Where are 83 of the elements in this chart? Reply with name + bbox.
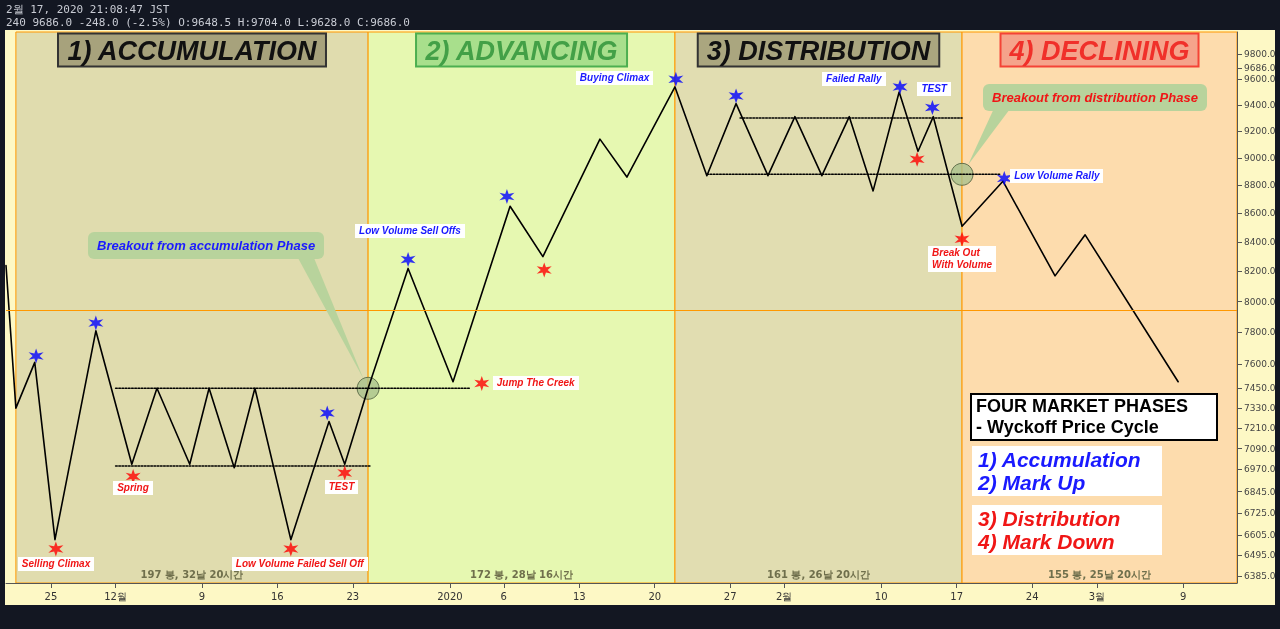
y-tick-label: 8400.0: [1244, 237, 1276, 248]
annotation: TEST: [917, 81, 951, 96]
band-label: 2) ADVANCING: [424, 36, 618, 66]
y-tick-label: 6385.0: [1244, 571, 1276, 582]
y-tick-label: 9686.0: [1244, 63, 1276, 74]
x-tick-label: 10: [874, 590, 888, 602]
y-tick-label: 6845.0: [1244, 486, 1276, 497]
annotation: Failed Rally: [822, 71, 886, 86]
x-tick-label: 25: [44, 590, 58, 602]
text: 240 9686.0 -248.0 (-2.5%) O:9648.5 H:9704.0 L:9628.0 C:9686.0: [6, 16, 410, 29]
y-tick-label: 9200.0: [1244, 126, 1276, 137]
annotation: TEST: [324, 479, 359, 494]
annotation: Buying Climax: [575, 71, 654, 86]
point: [319, 405, 335, 421]
y-tick-label: 7600.0: [1244, 359, 1276, 370]
x-tick-label: 9: [1179, 590, 1187, 602]
band-label: 4) DECLINING: [1008, 36, 1190, 66]
y-tick-label: 7210.0: [1244, 423, 1276, 434]
x-tick-label: 20: [648, 590, 662, 602]
y-tick-label: 6970.0: [1244, 464, 1276, 475]
y-tick-label: 6605.0: [1244, 530, 1276, 541]
band-label: 3) DISTRIBUTION: [706, 36, 931, 66]
annotation: Break Out With Volume: [928, 246, 997, 273]
annotation: Low Volume Failed Sell Off: [231, 556, 368, 571]
point: [892, 79, 908, 95]
annotation: 3) Distribution 4) Mark Down: [972, 505, 1162, 555]
point: [28, 348, 44, 364]
point: [924, 100, 940, 116]
point: [954, 231, 970, 247]
point: [283, 541, 299, 557]
y-tick-label: 9800.0: [1244, 49, 1276, 60]
point: [474, 375, 490, 391]
y-tick-label: 8600.0: [1244, 208, 1276, 219]
point: [909, 151, 925, 167]
point: [499, 188, 515, 204]
text: 2월 17, 2020 21:08:47 JST: [6, 2, 170, 17]
point: [48, 541, 64, 557]
point: [996, 170, 1012, 186]
point: [337, 465, 353, 481]
x-tick-label: 16: [270, 590, 284, 602]
y-tick-label: 9000.0: [1244, 152, 1276, 163]
band-label: 1) ACCUMULATION: [67, 36, 317, 66]
y-tick-label: 8800.0: [1244, 180, 1276, 191]
x-tick-label: 23: [346, 590, 360, 602]
y-tick-label: 6725.0: [1244, 508, 1276, 519]
annotation: 197 봉, 32날 20시간: [140, 568, 244, 582]
y-tick-label: 7800.0: [1244, 327, 1276, 338]
x-tick-label: 27: [723, 590, 737, 602]
point: [950, 162, 974, 186]
annotation: 155 봉, 25날 20시간: [1048, 568, 1151, 582]
x-tick-label: 9: [198, 590, 206, 602]
annotation: 172 봉, 28날 16시간: [470, 568, 574, 582]
point: [88, 315, 104, 331]
point: [668, 71, 684, 87]
y-tick-label: 7450.0: [1244, 383, 1276, 394]
point: [400, 252, 416, 268]
annotation: Low Volume Sell Offs: [355, 223, 465, 238]
y-tick-label: 8000.0: [1244, 296, 1276, 307]
annotation: Spring: [113, 481, 153, 496]
x-tick-label: 24: [1025, 590, 1039, 602]
y-tick-label: 9600.0: [1244, 74, 1276, 85]
annotation: FOUR MARKET PHASES - Wyckoff Price Cycle: [970, 393, 1218, 441]
x-tick-label: 12월: [104, 590, 127, 602]
y-tick-label: 6495.0: [1244, 550, 1276, 561]
y-tick-label: 8200.0: [1244, 266, 1276, 277]
y-tick-label: 7330.0: [1244, 403, 1276, 414]
annotation: 161 봉, 26날 20시간: [767, 568, 870, 582]
x-tick-label: 13: [572, 590, 586, 602]
x-tick-label: 2월: [775, 590, 793, 602]
annotation: Selling Climax: [17, 556, 95, 571]
annotation: Breakout from distribution Phase: [983, 84, 1207, 111]
x-tick-label: 3월: [1088, 590, 1106, 602]
annotation: Low Volume Rally: [1010, 169, 1104, 184]
annotation: 1) Accumulation 2) Mark Up: [972, 446, 1162, 496]
x-tick-label: 6: [500, 590, 507, 602]
y-tick-label: 7090.0: [1244, 443, 1276, 454]
annotation: Jump The Creek: [492, 376, 579, 391]
x-tick-label: 17: [950, 590, 964, 602]
point: [728, 88, 744, 104]
point: [536, 262, 552, 278]
y-tick-label: 9400.0: [1244, 99, 1276, 110]
annotation: Breakout from accumulation Phase: [88, 232, 325, 259]
x-tick-label: 2020: [437, 590, 463, 602]
